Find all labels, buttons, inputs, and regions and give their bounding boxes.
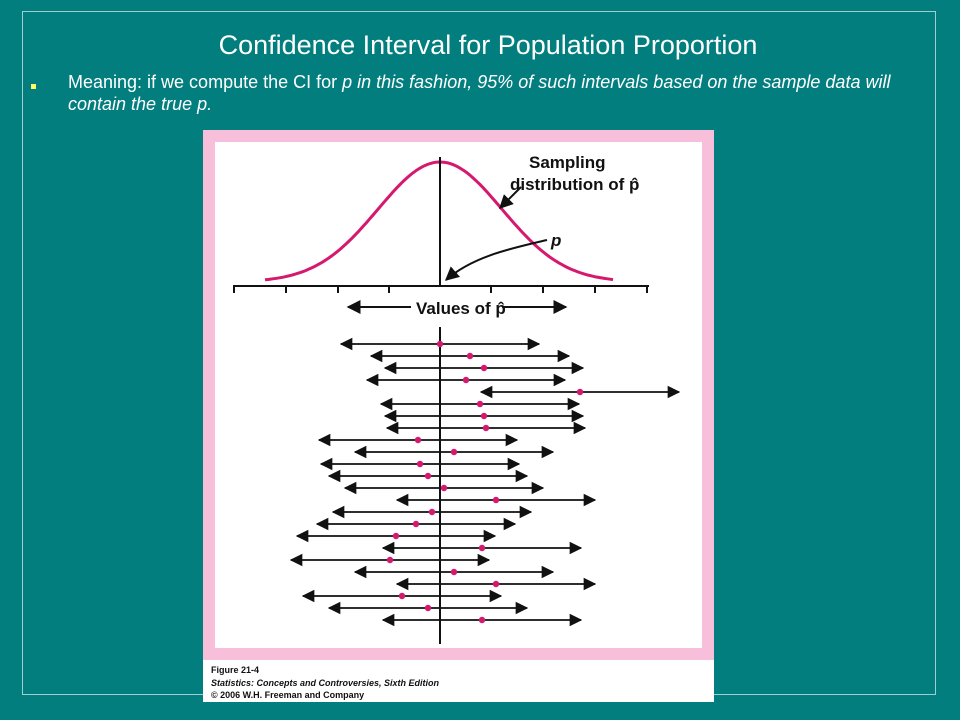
bullet-text: Meaning: if we compute the CI for p in t… bbox=[68, 71, 928, 115]
interval-5-point-estimate bbox=[576, 388, 584, 396]
interval-4-point-estimate bbox=[462, 376, 470, 384]
bullet-marker bbox=[31, 84, 36, 89]
interval-7-point-estimate bbox=[480, 412, 488, 420]
slide-title: Confidence Interval for Population Propo… bbox=[218, 30, 758, 60]
confidence-interval-figure: Sampling distribution of p̂ p Values of … bbox=[203, 130, 714, 702]
values-label: Values of p̂ bbox=[416, 299, 506, 318]
interval-6-point-estimate bbox=[476, 400, 484, 408]
interval-11-point-estimate bbox=[416, 460, 424, 468]
interval-16-point-estimate bbox=[412, 520, 420, 528]
interval-12-point-estimate bbox=[424, 472, 432, 480]
caption-book: Statistics: Concepts and Controversies, … bbox=[211, 678, 440, 688]
interval-19-point-estimate bbox=[386, 556, 394, 564]
interval-17-point-estimate bbox=[392, 532, 400, 540]
interval-18-point-estimate bbox=[478, 544, 486, 552]
interval-22-point-estimate bbox=[398, 592, 406, 600]
sampling-label-line1: Sampling bbox=[529, 153, 606, 172]
figure-svg: Sampling distribution of p̂ p Values of … bbox=[203, 130, 714, 702]
sampling-distribution bbox=[264, 157, 614, 286]
interval-1-point-estimate bbox=[436, 340, 444, 348]
figure-caption: Figure 21-4 Statistics: Concepts and Con… bbox=[211, 665, 440, 700]
interval-8-point-estimate bbox=[482, 424, 490, 432]
p-pointer-arrow bbox=[444, 239, 548, 281]
interval-13-point-estimate bbox=[440, 484, 448, 492]
interval-10-point-estimate bbox=[450, 448, 458, 456]
caption-copyright: © 2006 W.H. Freeman and Company bbox=[211, 690, 364, 700]
interval-24-point-estimate bbox=[478, 616, 486, 624]
sampling-label: Sampling distribution of p̂ bbox=[510, 153, 639, 194]
interval-14-point-estimate bbox=[492, 496, 500, 504]
p-label: p bbox=[550, 231, 561, 250]
sampling-pointer-arrow bbox=[499, 186, 522, 209]
interval-9-point-estimate bbox=[414, 436, 422, 444]
bullet-prefix: Meaning: if we compute the CI for bbox=[68, 72, 343, 92]
interval-2-point-estimate bbox=[466, 352, 474, 360]
interval-3-point-estimate bbox=[480, 364, 488, 372]
sampling-label-line2: distribution of p̂ bbox=[510, 175, 639, 194]
interval-20-point-estimate bbox=[450, 568, 458, 576]
interval-set bbox=[289, 337, 681, 627]
interval-21-point-estimate bbox=[492, 580, 500, 588]
interval-15-point-estimate bbox=[428, 508, 436, 516]
interval-23-point-estimate bbox=[424, 604, 432, 612]
bullet-italic: p in this fashion, 95% of such intervals… bbox=[68, 72, 891, 114]
values-axis bbox=[233, 285, 649, 293]
caption-figure-number: Figure 21-4 bbox=[211, 665, 259, 675]
